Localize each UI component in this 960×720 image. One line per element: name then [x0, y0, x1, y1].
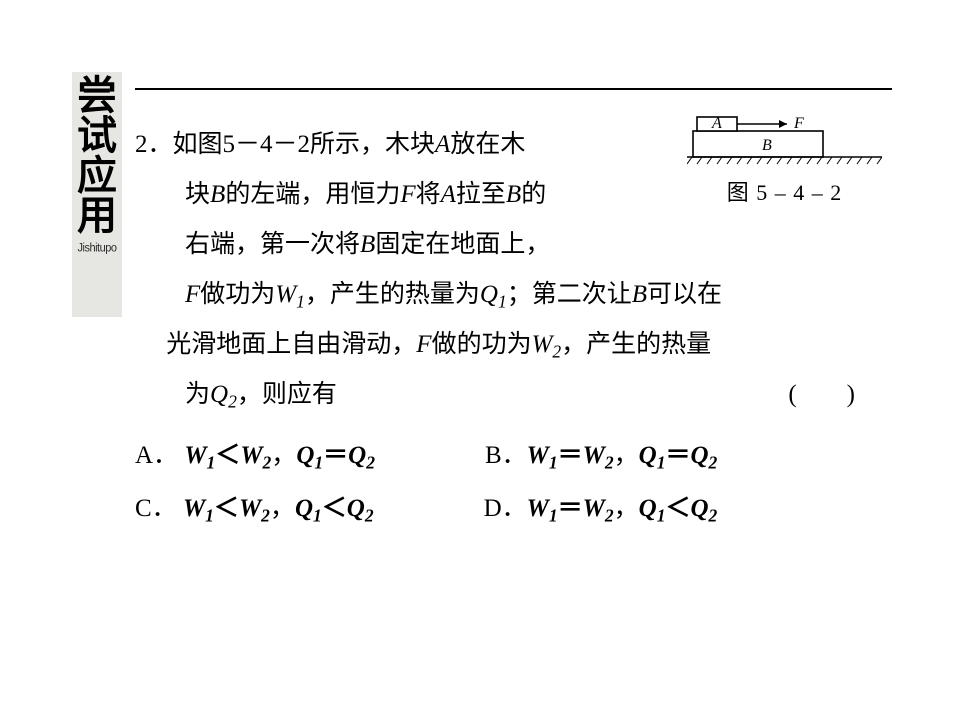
stem-line-2: 块B的左端，用恒力F将A拉至B的 [135, 170, 892, 220]
sidebar-char-1: 尝 [77, 76, 117, 116]
options: A． W1＜W2，Q1＝Q2 B．W1＝W2，Q1＝Q2 C． W1＜W2，Q1… [135, 430, 892, 535]
option-d: D．W1＝W2，Q1＜Q2 [484, 483, 718, 536]
stem-line-3: 右端，第一次将B固定在地面上， [135, 220, 892, 270]
options-row-1: A． W1＜W2，Q1＝Q2 B．W1＝W2，Q1＝Q2 [135, 430, 892, 483]
stem-line-5: 光滑地面上自由滑动，F做的功为W2，产生的热量 [135, 320, 892, 370]
page: 尝 试 应 用 Jishitupo [0, 0, 960, 720]
stem-line-6: 为Q2，则应有 ( ) [135, 370, 855, 420]
stem-line-4: F做功为W1，产生的热量为Q1；第二次让B可以在 [135, 270, 892, 320]
sidebar-char-4: 用 [77, 196, 117, 236]
stem-line-1: 2．如图5－4－2所示，木块A放在木 [135, 120, 892, 170]
sidebar-badge: 尝 试 应 用 Jishitupo [72, 72, 122, 317]
question-stem: 2．如图5－4－2所示，木块A放在木 块B的左端，用恒力F将A拉至B的 右端，第… [135, 120, 892, 420]
answer-blank: ( ) [788, 370, 855, 420]
options-row-2: C． W1＜W2，Q1＜Q2 D．W1＝W2，Q1＜Q2 [135, 483, 892, 536]
horizontal-rule [135, 88, 892, 90]
question-content: 2．如图5－4－2所示，木块A放在木 块B的左端，用恒力F将A拉至B的 右端，第… [135, 120, 892, 535]
option-a: A． W1＜W2，Q1＝Q2 [135, 430, 375, 483]
sidebar-char-2: 试 [77, 116, 117, 156]
sidebar-char-3: 应 [77, 156, 117, 196]
sidebar-pinyin: Jishitupo [78, 241, 117, 254]
option-c: C． W1＜W2，Q1＜Q2 [135, 483, 374, 536]
option-b: B．W1＝W2，Q1＝Q2 [485, 430, 717, 483]
